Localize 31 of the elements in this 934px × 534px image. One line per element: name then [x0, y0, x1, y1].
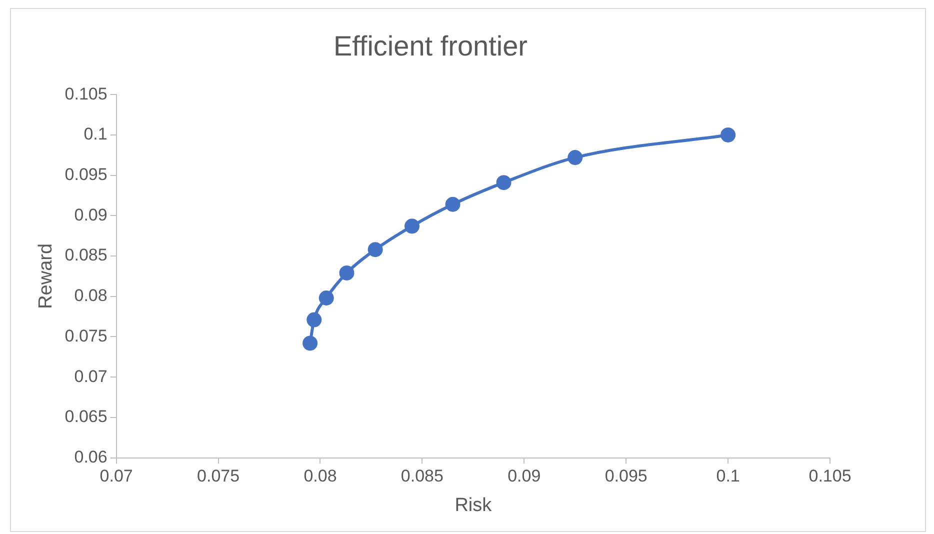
y-tick-label: 0.075: [64, 326, 108, 346]
x-tick-label: 0.085: [400, 466, 444, 486]
point: [720, 127, 736, 142]
x-tick-label: 0.1: [716, 466, 740, 486]
point: [339, 265, 354, 280]
point: [445, 196, 460, 212]
point: [496, 175, 512, 190]
y-tick-label: 0.105: [64, 84, 108, 104]
x-tick-label: 0.07: [100, 466, 133, 486]
chart-title: Efficient frontier: [333, 30, 528, 62]
x-axis-title: Risk: [454, 494, 492, 516]
point: [306, 312, 322, 328]
point: [302, 336, 318, 351]
y-tick-label: 0.095: [64, 165, 108, 184]
y-tick-label: 0.07: [74, 366, 108, 386]
point: [318, 290, 334, 306]
point: [368, 242, 383, 258]
y-tick-label: 0.065: [64, 407, 108, 426]
y-tick-label: 0.09: [74, 205, 108, 224]
y-axis-title: Reward: [36, 243, 57, 309]
x-tick-label: 0.095: [604, 466, 648, 486]
x-tick-label: 0.09: [508, 466, 541, 486]
x-tick-label: 0.105: [808, 466, 852, 486]
x-tick-label: 0.08: [304, 466, 337, 486]
y-tick-label: 0.1: [84, 124, 108, 144]
y-tick-label: 0.06: [74, 447, 108, 466]
point: [568, 150, 583, 166]
y-tick-label: 0.085: [64, 246, 108, 265]
x-tick-label: 0.075: [197, 466, 240, 486]
y-tick-label: 0.08: [74, 286, 108, 306]
point: [404, 218, 420, 234]
